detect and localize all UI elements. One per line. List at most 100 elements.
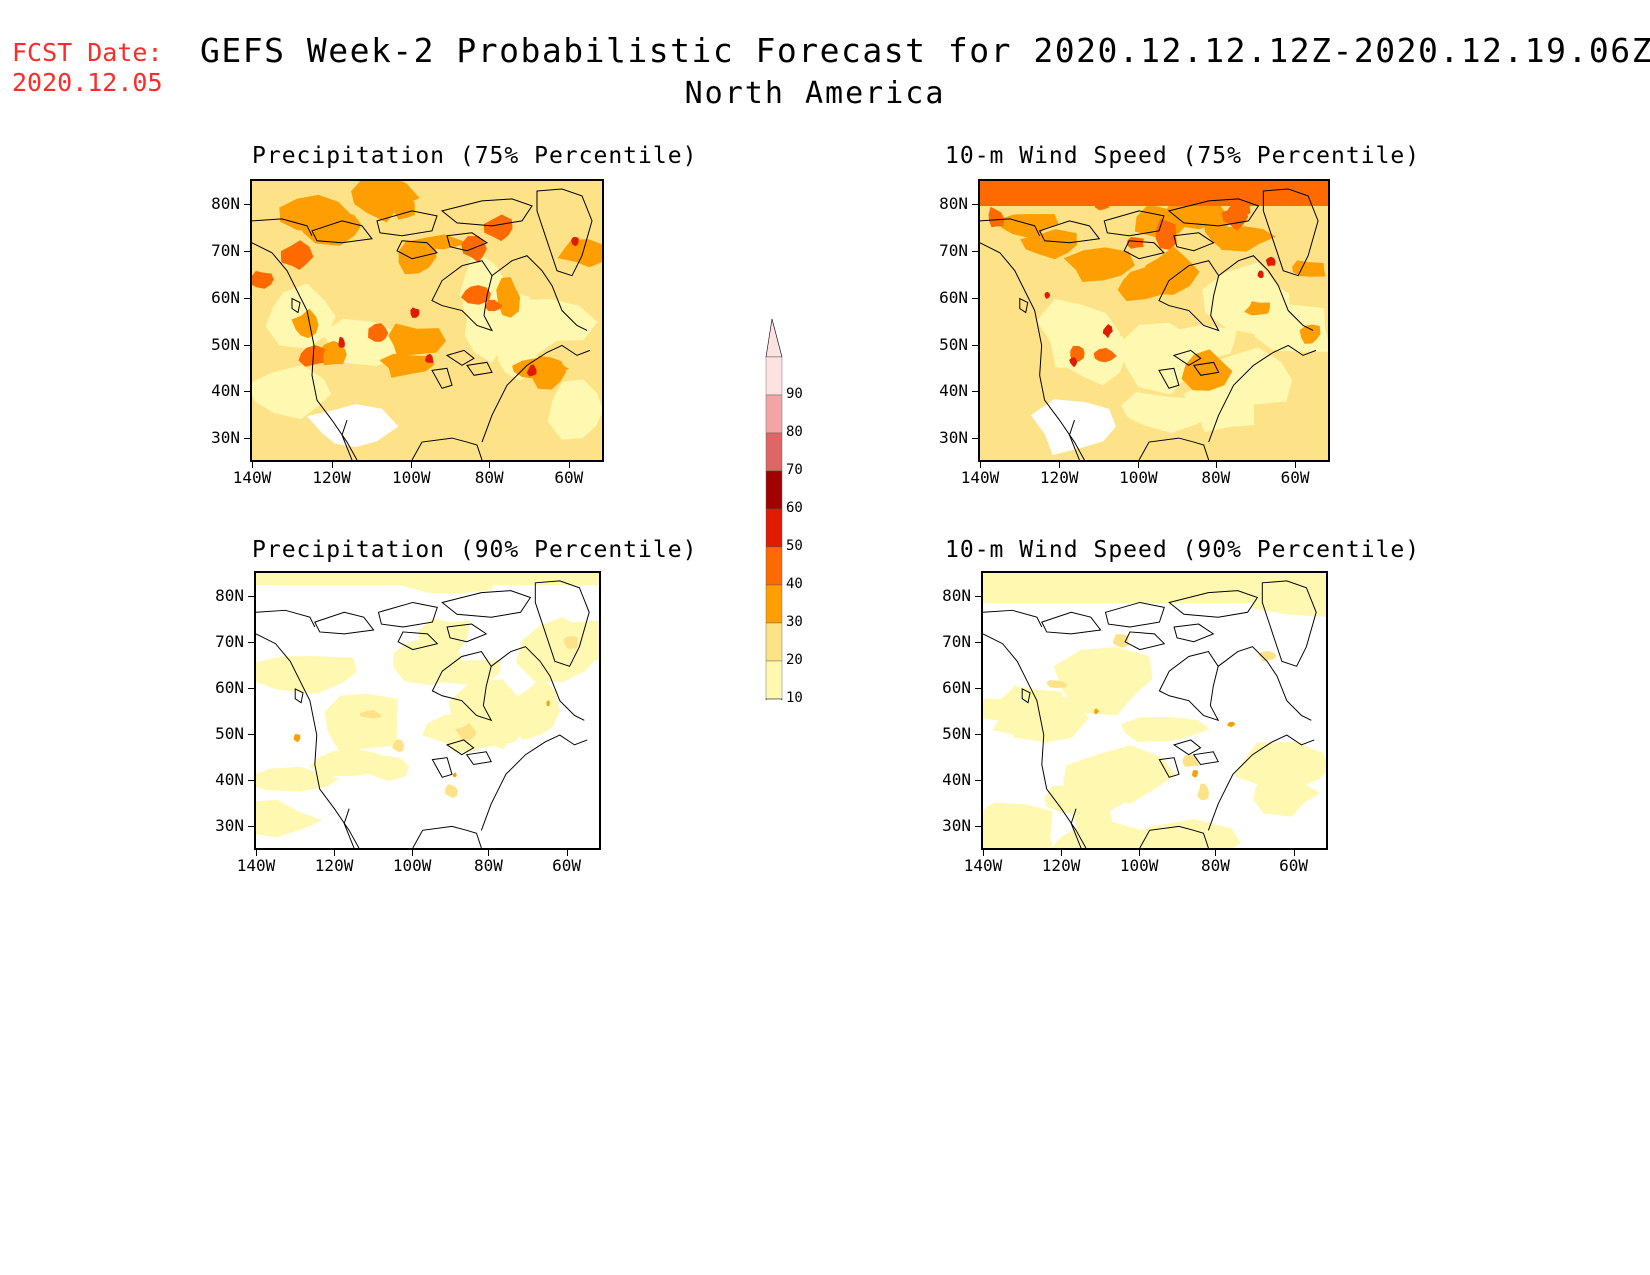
- field-10-20: [1200, 347, 1292, 405]
- probability-field: [983, 573, 1326, 848]
- field-10-20: [1061, 327, 1127, 386]
- coastline-segment: [431, 651, 493, 722]
- lat-tick: [972, 297, 978, 299]
- lon-tick: [1293, 850, 1295, 856]
- lat-label: 60N: [942, 678, 971, 698]
- colorbar-segment: [765, 508, 783, 548]
- lon-label: 100W: [1119, 856, 1159, 875]
- lon-tick: [256, 850, 257, 856]
- coastline-segment: [377, 601, 438, 628]
- coastline-segment: [445, 739, 475, 756]
- field-30-40: [293, 734, 301, 743]
- coastline-segment: [1038, 220, 1101, 244]
- coastline-segment: [1070, 808, 1082, 848]
- colorbar-level-label: 40: [786, 576, 803, 592]
- field-30-40: [1094, 708, 1100, 715]
- field-20-30: [454, 722, 477, 741]
- coastline-segment: [983, 609, 1043, 628]
- field-40-50: [461, 285, 491, 305]
- coastline-segment: [294, 688, 304, 704]
- coastline-segment: [983, 633, 1087, 848]
- figure-title: GEFS Week-2 Probabilistic Forecast for 2…: [200, 31, 1650, 70]
- coastline-segment: [490, 646, 585, 721]
- lon-tick: [1059, 462, 1061, 468]
- coastline-segment: [480, 734, 588, 831]
- field-40-50: [483, 214, 513, 242]
- coastline-layer: [252, 188, 593, 460]
- coastline-segment: [1192, 361, 1220, 376]
- coastline-segment: [980, 218, 1041, 237]
- lat-tick: [975, 688, 981, 690]
- lat-label: 30N: [211, 427, 240, 447]
- lon-label: 140W: [960, 468, 1000, 487]
- field-20-30: [359, 710, 382, 719]
- lat-label: 60N: [939, 287, 968, 307]
- coastline-segment: [536, 188, 593, 277]
- coastline-segment: [980, 242, 1085, 460]
- field-30-40: [1117, 266, 1162, 302]
- field-20-30: [1258, 651, 1277, 662]
- lat-label: 70N: [211, 241, 240, 261]
- colorbar: [765, 318, 783, 700]
- lat-label: 40N: [942, 770, 971, 790]
- field-30-40: [1214, 226, 1276, 252]
- coastline-segment: [431, 260, 494, 332]
- coastline-segment: [252, 218, 313, 237]
- coastline-segment: [412, 825, 482, 848]
- field-10-20: [256, 799, 323, 838]
- field-30-40: [1191, 770, 1199, 778]
- lat-label: 30N: [215, 816, 244, 836]
- field-40-50: [461, 236, 487, 263]
- field-50-60: [526, 364, 537, 377]
- lon-tick: [1295, 462, 1297, 468]
- field-30-40: [452, 772, 457, 778]
- coastline-segment: [1158, 651, 1220, 722]
- coastline-segment: [1104, 601, 1165, 628]
- coastline-segment: [343, 808, 355, 848]
- field-10-20: [1120, 716, 1210, 742]
- field-40-50: [1155, 219, 1177, 250]
- field-20-30: [1182, 754, 1199, 767]
- lat-label: 50N: [211, 334, 240, 354]
- coastline-segment: [481, 344, 591, 443]
- field-30-40: [512, 357, 570, 380]
- field-40-50: [1094, 197, 1112, 211]
- panel-title-wind75: 10-m Wind Speed (75% Percentile): [945, 143, 1421, 169]
- coastline-segment: [1138, 437, 1210, 460]
- field-40-50: [1227, 196, 1251, 217]
- lon-label: 80W: [474, 856, 503, 875]
- field-10-20: [547, 379, 602, 440]
- field-40-50: [485, 299, 503, 312]
- lat-tick: [972, 344, 978, 346]
- field-10-20: [983, 573, 1326, 603]
- lat-tick: [248, 780, 254, 782]
- lat-label: 80N: [215, 586, 244, 606]
- coastline-segment: [397, 631, 439, 651]
- colorbar-segment: [765, 356, 783, 396]
- lat-label: 60N: [215, 678, 244, 698]
- lat-tick: [975, 642, 981, 644]
- coastline-segment: [1168, 590, 1259, 618]
- map-wind75: [978, 179, 1330, 462]
- lat-tick: [244, 437, 250, 439]
- field-30-40: [351, 181, 420, 223]
- fcst-date-label: FCST Date: 2020.12.05: [12, 38, 163, 98]
- field-10-20: [423, 660, 501, 686]
- coastline-segment: [440, 198, 533, 227]
- field-10-20: [1233, 742, 1326, 789]
- field-30-40: [1299, 324, 1321, 344]
- field-40-50: [252, 271, 274, 289]
- map-precip90: [254, 571, 601, 850]
- field-30-40: [1227, 721, 1236, 728]
- coastline-segment: [431, 757, 453, 778]
- field-50-60: [410, 307, 420, 318]
- colorbar-segment: [765, 432, 783, 472]
- field-30-40: [546, 700, 550, 707]
- lat-tick: [972, 437, 978, 439]
- lat-label: 30N: [942, 816, 971, 836]
- lat-tick: [244, 297, 250, 299]
- field-30-40: [302, 211, 362, 246]
- lon-tick: [488, 850, 490, 856]
- field-50-60: [425, 353, 434, 363]
- field-30-40: [557, 239, 602, 268]
